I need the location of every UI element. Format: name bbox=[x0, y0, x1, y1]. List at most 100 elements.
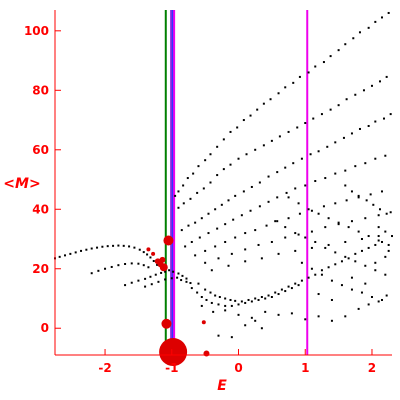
data-point bbox=[230, 252, 233, 255]
data-point bbox=[110, 265, 113, 268]
data-point bbox=[209, 181, 212, 184]
data-point bbox=[300, 157, 303, 160]
data-point bbox=[254, 319, 257, 322]
data-point bbox=[350, 132, 353, 135]
data-point bbox=[364, 282, 367, 285]
data-point bbox=[245, 153, 248, 156]
data-point bbox=[210, 301, 213, 304]
data-point bbox=[344, 184, 347, 187]
data-point bbox=[354, 260, 357, 263]
data-point bbox=[224, 240, 227, 243]
data-point bbox=[327, 217, 330, 220]
y-axis-label: <M> bbox=[3, 176, 40, 192]
data-point bbox=[172, 270, 175, 273]
data-point bbox=[347, 226, 350, 229]
data-point bbox=[364, 162, 367, 165]
data-point bbox=[227, 264, 230, 267]
data-point bbox=[97, 269, 100, 272]
data-point bbox=[133, 246, 136, 249]
data-point bbox=[149, 256, 152, 259]
data-point bbox=[310, 230, 313, 233]
data-point bbox=[130, 262, 133, 265]
data-point bbox=[362, 89, 365, 92]
data-point bbox=[297, 202, 300, 205]
data-point bbox=[277, 92, 280, 95]
data-point bbox=[330, 298, 333, 301]
data-point bbox=[384, 273, 387, 276]
data-point bbox=[224, 309, 227, 312]
data-point bbox=[344, 255, 347, 258]
data-point bbox=[264, 297, 267, 300]
data-point bbox=[216, 174, 219, 177]
data-point bbox=[204, 288, 207, 291]
data-point bbox=[205, 298, 208, 301]
data-point bbox=[360, 238, 363, 241]
data-point bbox=[157, 280, 160, 283]
data-point bbox=[329, 108, 332, 111]
data-point bbox=[284, 236, 287, 239]
data-point bbox=[374, 157, 377, 160]
data-point bbox=[384, 154, 387, 157]
x-tick-label: 1 bbox=[301, 361, 309, 375]
data-point bbox=[276, 171, 279, 174]
data-point bbox=[90, 272, 93, 275]
data-point bbox=[232, 218, 235, 221]
data-point bbox=[257, 298, 260, 301]
data-point bbox=[138, 248, 141, 251]
data-point bbox=[240, 214, 243, 217]
data-point bbox=[294, 187, 297, 190]
vertical-lines-layer bbox=[164, 10, 309, 355]
data-point bbox=[189, 282, 192, 285]
data-point bbox=[217, 303, 220, 306]
data-point bbox=[117, 264, 120, 267]
data-point bbox=[237, 303, 240, 306]
data-point bbox=[200, 217, 203, 220]
data-point bbox=[385, 212, 388, 215]
data-point bbox=[382, 117, 385, 120]
data-point bbox=[198, 236, 201, 239]
data-point bbox=[264, 310, 267, 313]
data-point bbox=[334, 172, 337, 175]
data-point bbox=[217, 257, 220, 260]
data-point bbox=[389, 113, 392, 116]
data-point bbox=[194, 221, 197, 224]
data-point bbox=[380, 240, 383, 243]
data-point bbox=[354, 165, 357, 168]
data-point bbox=[258, 205, 261, 208]
y-tick-label: 80 bbox=[32, 83, 49, 97]
data-point bbox=[294, 282, 297, 285]
data-point bbox=[334, 251, 337, 254]
data-point bbox=[287, 217, 290, 220]
data-point bbox=[190, 240, 193, 243]
data-point bbox=[181, 274, 184, 277]
data-point bbox=[276, 196, 279, 199]
data-point bbox=[304, 236, 307, 239]
data-point bbox=[185, 280, 188, 283]
data-point bbox=[292, 162, 295, 165]
data-point bbox=[350, 288, 353, 291]
data-point bbox=[214, 245, 217, 248]
data-point bbox=[277, 252, 280, 255]
data-point bbox=[142, 264, 145, 267]
data-point bbox=[242, 190, 245, 193]
data-point bbox=[377, 239, 380, 242]
scatter-points-layer bbox=[54, 11, 393, 339]
data-point bbox=[112, 244, 115, 247]
data-point bbox=[344, 43, 347, 46]
data-point bbox=[122, 244, 125, 247]
data-point bbox=[85, 248, 88, 251]
data-point bbox=[377, 214, 380, 217]
data-point bbox=[287, 196, 290, 199]
data-point bbox=[307, 71, 310, 74]
data-point bbox=[334, 202, 337, 205]
data-point bbox=[106, 245, 109, 248]
data-point bbox=[284, 166, 287, 169]
data-point bbox=[310, 246, 313, 249]
data-point bbox=[300, 279, 303, 282]
data-point bbox=[209, 153, 212, 156]
data-point bbox=[224, 304, 227, 307]
axes-layer bbox=[54, 10, 392, 356]
data-point bbox=[200, 304, 203, 307]
data-point bbox=[177, 190, 180, 193]
data-point bbox=[244, 248, 247, 251]
